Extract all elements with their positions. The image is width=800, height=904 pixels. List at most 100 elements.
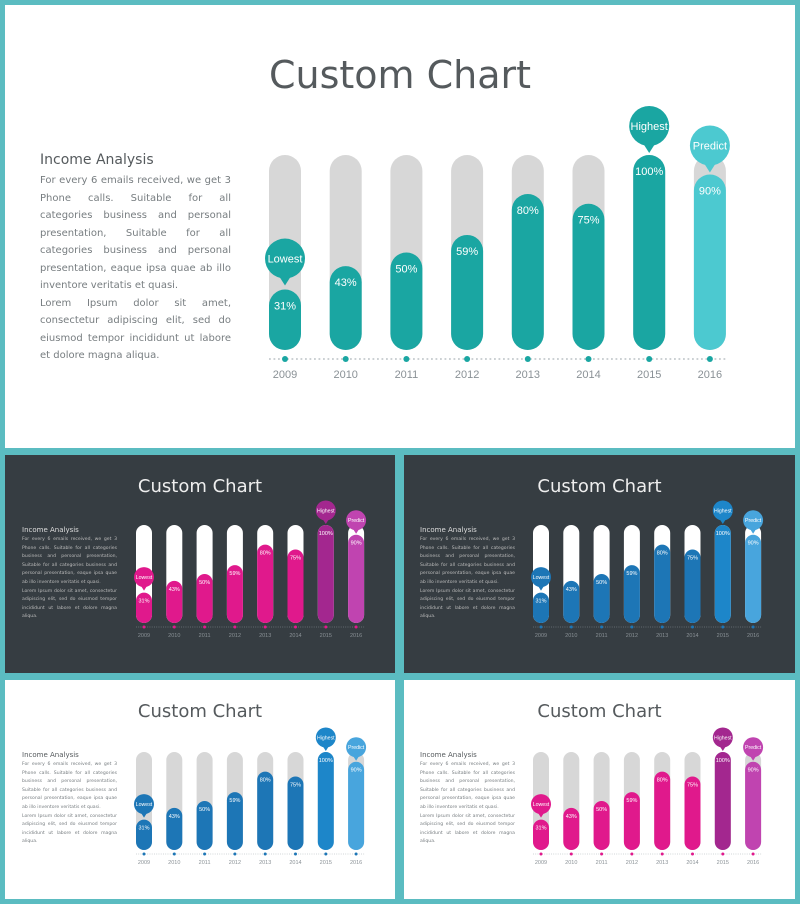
- bar: [257, 544, 274, 623]
- annotation-circle: [743, 737, 764, 758]
- x-tick-label: 2012: [455, 369, 479, 381]
- axis-dot: [630, 852, 634, 856]
- annotation-bubble: Lowest: [134, 567, 154, 591]
- bar-value-label: 75%: [290, 555, 301, 561]
- annotation-label: Lowest: [136, 802, 153, 808]
- x-tick-label: 2012: [626, 860, 638, 866]
- income-bar-chart: 31% 2009 Lowest 43% 2010 50% 2011 59% 2012 80% 201…: [265, 106, 730, 381]
- income-analysis-paragraph-1: For every 6 emails received, we get 3 Ph…: [420, 762, 515, 810]
- bar: [348, 534, 365, 623]
- bar: [287, 776, 304, 850]
- axis-dot: [233, 852, 237, 856]
- bar-value-label: 31%: [138, 826, 149, 832]
- income-analysis-paragraph-1: For every 6 emails received, we get 3 Ph…: [40, 175, 231, 291]
- bar: [745, 534, 762, 623]
- bar: [684, 549, 701, 623]
- annotation-pointer: [749, 528, 757, 534]
- annotation-bubble: Highest: [712, 500, 733, 524]
- bar-value-label: 43%: [335, 277, 357, 289]
- income-analysis-paragraph-1: For every 6 emails received, we get 3 Ph…: [420, 537, 515, 585]
- axis-dot: [263, 852, 267, 856]
- axis-dot: [706, 356, 713, 362]
- annotation-bubble: Highest: [315, 727, 336, 751]
- annotation-label: Highest: [317, 508, 335, 514]
- annotation-pointer: [537, 585, 545, 591]
- axis-dot: [354, 852, 358, 856]
- bar-value-label: 31%: [138, 599, 149, 605]
- bar-value-label: 90%: [351, 768, 362, 774]
- x-tick-label: 2012: [229, 860, 241, 866]
- x-tick-label: 2016: [350, 860, 362, 866]
- bar-value-label: 100%: [635, 166, 663, 178]
- axis-dot: [691, 852, 694, 856]
- income-analysis-paragraph-1: For every 6 emails received, we get 3 Ph…: [22, 537, 117, 585]
- axis-dot: [630, 625, 634, 629]
- annotation-label: Lowest: [533, 802, 550, 808]
- income-analysis-text: Income Analysis For every 6 emails recei…: [420, 526, 515, 622]
- chart-slide-blue-dark: Custom Chart Income Analysis For every 6…: [404, 455, 795, 673]
- annotation-circle: [531, 794, 551, 815]
- annotation-pointer: [702, 161, 717, 173]
- slide-title: Custom Chart: [537, 701, 662, 722]
- bar: [563, 580, 580, 623]
- bar-value-label: 100%: [319, 758, 333, 764]
- axis-dot: [282, 356, 288, 362]
- annotation-circle: [346, 737, 367, 758]
- x-tick-label: 2014: [289, 633, 301, 639]
- annotation-pointer: [537, 812, 545, 818]
- x-tick-label: 2013: [259, 633, 271, 639]
- income-analysis-paragraph-1: For every 6 emails received, we get 3 Ph…: [22, 762, 117, 810]
- axis-dot: [403, 356, 410, 362]
- annotation-bubble: Highest: [712, 727, 733, 751]
- slide-title: Custom Chart: [137, 701, 263, 722]
- x-tick-label: 2015: [717, 633, 729, 639]
- bar: [269, 289, 301, 350]
- axis-dot: [172, 852, 176, 856]
- bar: [593, 801, 610, 850]
- annotation-bubble: Lowest: [265, 238, 305, 286]
- axis-dot: [233, 625, 237, 629]
- bar-value-label: 80%: [657, 551, 668, 557]
- annotation-pointer: [642, 142, 657, 153]
- annotation-bubble: Lowest: [531, 794, 551, 818]
- bar: [714, 525, 731, 623]
- annotation-bubble: Lowest: [531, 567, 551, 591]
- x-tick-label: 2012: [229, 633, 241, 639]
- x-tick-label: 2012: [626, 633, 638, 639]
- slide-title: Custom Chart: [268, 53, 532, 97]
- annotation-label: Highest: [714, 735, 732, 741]
- bar: [226, 792, 243, 850]
- bar-value-label: 43%: [566, 814, 577, 820]
- annotation-label: Predict: [745, 745, 762, 751]
- annotation-label: Lowest: [268, 253, 303, 265]
- annotation-pointer: [322, 518, 330, 524]
- annotation-pointer: [352, 528, 360, 534]
- slide-title: Custom Chart: [537, 476, 662, 497]
- income-analysis-heading: Income Analysis: [22, 526, 79, 534]
- x-tick-label: 2011: [395, 369, 419, 381]
- income-analysis-heading: Income Analysis: [40, 152, 154, 168]
- income-analysis-text: Income Analysis For every 6 emails recei…: [40, 152, 231, 365]
- x-tick-label: 2009: [535, 860, 547, 866]
- annotation-circle: [134, 794, 154, 815]
- bar-value-label: 75%: [290, 782, 301, 788]
- bar: [317, 752, 334, 850]
- bar: [451, 234, 484, 350]
- income-analysis-text: Income Analysis For every 6 emails recei…: [22, 751, 117, 847]
- x-tick-label: 2010: [168, 633, 180, 639]
- bar: [572, 203, 605, 350]
- x-tick-label: 2009: [273, 369, 297, 381]
- bar-value-label: 80%: [517, 205, 539, 217]
- axis-dot: [660, 852, 664, 856]
- bar-value-label: 31%: [274, 300, 296, 312]
- bar: [511, 194, 544, 350]
- bar-value-label: 75%: [687, 555, 698, 561]
- x-tick-label: 2010: [168, 860, 180, 866]
- axis-dot: [539, 625, 543, 629]
- axis-dot: [569, 852, 573, 856]
- bar: [390, 252, 423, 350]
- income-analysis-text: Income Analysis For every 6 emails recei…: [420, 751, 515, 847]
- x-tick-label: 2014: [686, 633, 698, 639]
- bar-value-label: 100%: [716, 758, 730, 764]
- income-bar-chart: 31% 2009 Lowest 43% 2010 50% 2011 59% 2012 80% 201…: [134, 727, 367, 866]
